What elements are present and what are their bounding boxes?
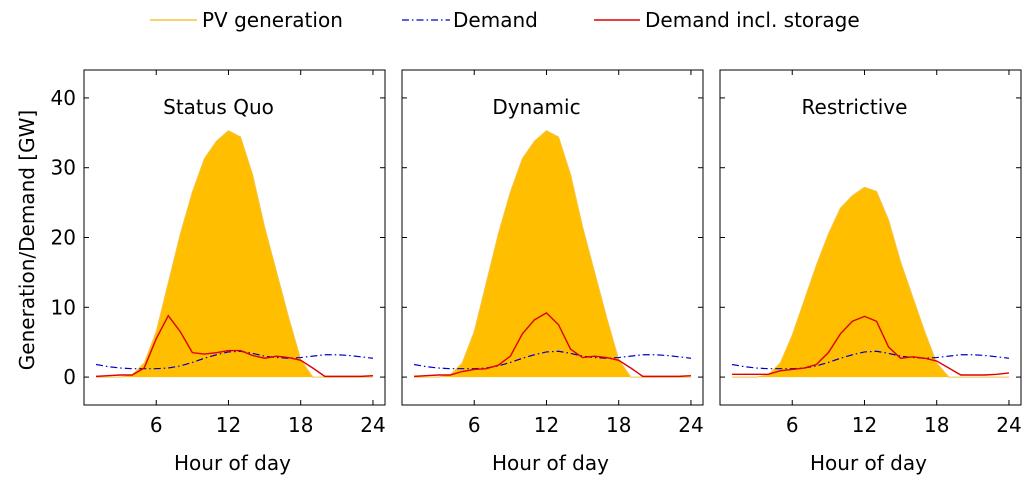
x-tick-label: 24 — [678, 413, 703, 437]
storage-line-dynamic — [413, 312, 692, 378]
storage-line-status-quo — [95, 314, 374, 378]
plot-area-status-quo — [95, 130, 374, 378]
x-axis-label-restrictive: Hour of day — [810, 451, 927, 475]
pv-area-dynamic — [414, 130, 691, 378]
x-tick-label: 24 — [360, 413, 385, 437]
legend-storage-label: Demand incl. storage — [645, 8, 860, 32]
pv-area-restrictive — [732, 187, 1009, 378]
x-axis-label-dynamic: Hour of day — [492, 451, 609, 475]
plot-area-dynamic — [413, 130, 692, 378]
legend-demand-label: Demand — [453, 8, 538, 32]
x-tick-label: 18 — [606, 413, 631, 437]
y-tick-label: 20 — [51, 226, 76, 250]
panel-status-quo: 0 10 20 30 40 6 12 18 24 Status Quo Hour of day — [51, 69, 386, 475]
x-tick-label: 12 — [534, 413, 559, 437]
x-tick-label: 18 — [924, 413, 949, 437]
y-tick-label: 10 — [51, 295, 76, 319]
demand-line-restrictive — [731, 350, 1010, 370]
panel-title-status-quo: Status Quo — [163, 95, 274, 119]
x-tick-label: 6 — [468, 413, 481, 437]
x-tick-label: 18 — [288, 413, 313, 437]
plot-area-restrictive — [731, 186, 1010, 378]
panel-title-restrictive: Restrictive — [802, 95, 908, 119]
x-tick-label: 6 — [150, 413, 163, 437]
legend: PV generation Demand Demand incl. storag… — [150, 8, 860, 32]
x-tick-label: 12 — [216, 413, 241, 437]
y-tick-label: 30 — [51, 156, 76, 180]
x-tick-label: 6 — [786, 413, 799, 437]
legend-pv-label: PV generation — [202, 8, 343, 32]
x-axis-label-status-quo: Hour of day — [174, 451, 291, 475]
x-tick-label: 24 — [996, 413, 1021, 437]
panel-title-dynamic: Dynamic — [492, 95, 580, 119]
demand-line-dynamic — [413, 350, 692, 370]
pv-area-status-quo — [96, 130, 373, 378]
y-tick-label: 40 — [51, 86, 76, 110]
panel-restrictive: 6 12 18 24 Restrictive Hour of day — [719, 69, 1022, 475]
x-tick-label: 12 — [852, 413, 877, 437]
panel-dynamic: 6 12 18 24 Dynamic Hour of day — [401, 69, 704, 475]
storage-line-restrictive — [732, 315, 1010, 376]
y-tick-label: 0 — [63, 365, 76, 389]
pv-line-restrictive — [732, 186, 1009, 378]
y-axis-label: Generation/Demand [GW] — [15, 110, 39, 370]
